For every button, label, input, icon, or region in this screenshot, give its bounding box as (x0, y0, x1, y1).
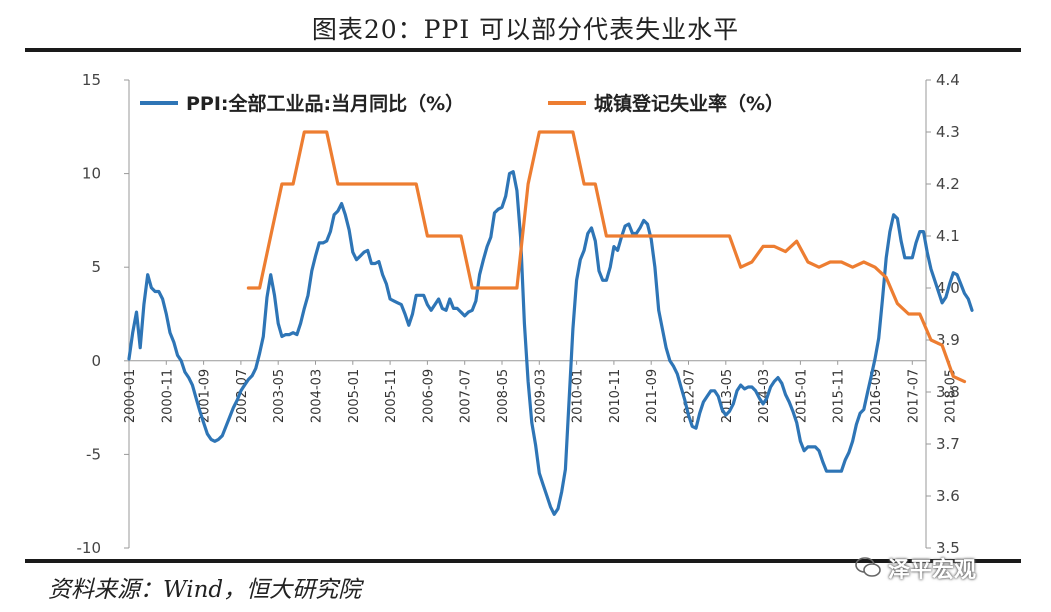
x-tick-label: 2010-11 (608, 369, 623, 423)
x-tick-label: 2015-11 (832, 369, 847, 423)
watermark-text: 泽平宏观 (888, 558, 977, 583)
legend-label-2: 城镇登记失业率（%） (594, 92, 784, 115)
x-tick-label: 2018-05 (944, 369, 959, 423)
y-left-tick-label: -5 (86, 445, 101, 463)
chart-legend: PPI:全部工业品:当月同比（%） 城镇登记失业率（%） (140, 92, 784, 115)
footer-rule (25, 559, 1021, 563)
y-left-tick-label: 15 (82, 71, 101, 89)
x-tick-label: 2008-05 (496, 369, 511, 423)
x-tick-label: 2001-09 (198, 369, 213, 423)
chart-title: 图表20：PPI 可以部分代表失业水平 (311, 15, 740, 44)
x-tick-label: 2005-11 (384, 369, 399, 423)
x-tick-label: 2003-05 (272, 369, 287, 423)
x-tick-label: 2017-07 (906, 369, 921, 423)
title-rule (25, 48, 1021, 52)
y-left-tick-label: 10 (82, 165, 101, 183)
x-tick-label: 2016-09 (869, 369, 884, 423)
x-tick-label: 2000-11 (160, 369, 175, 423)
x-tick-label: 2011-09 (645, 369, 660, 423)
y-right-tick-label: 3.9 (936, 331, 960, 349)
y-left-tick-label: 5 (91, 258, 101, 276)
chart-axes: -10-50510153.53.63.73.83.94.04.14.24.34.… (77, 71, 960, 557)
x-tick-label: 2007-07 (459, 369, 474, 423)
y-left-tick-label: -10 (77, 539, 102, 557)
y-right-tick-label: 3.5 (936, 539, 960, 557)
wechat-icon (855, 557, 881, 577)
y-right-tick-label: 3.6 (936, 487, 960, 505)
x-tick-label: 2009-03 (533, 369, 548, 423)
series-line-2 (246, 130, 967, 384)
y-right-tick-label: 4.3 (936, 123, 960, 141)
y-right-tick-label: 3.7 (936, 435, 960, 453)
y-right-tick-label: 3.8 (936, 383, 960, 401)
chart-lines (127, 130, 974, 516)
y-left-tick-label: 0 (91, 352, 101, 370)
y-right-tick-label: 4.4 (936, 71, 960, 89)
x-tick-label: 2000-01 (123, 369, 138, 423)
x-tick-label: 2004-03 (310, 369, 325, 423)
x-tick-label: 2005-01 (347, 369, 362, 423)
legend-label-1: PPI:全部工业品:当月同比（%） (186, 92, 464, 115)
x-tick-label: 2006-09 (421, 369, 436, 423)
y-right-tick-label: 4.2 (936, 175, 960, 193)
source-note: 资料来源：Wind，恒大研究院 (48, 577, 362, 603)
series-line-1 (127, 170, 974, 516)
x-tick-label: 2015-01 (794, 369, 809, 423)
y-right-tick-label: 4.1 (936, 227, 960, 245)
x-tick-label: 2014-03 (757, 369, 772, 423)
x-tick-label: 2010-01 (571, 369, 586, 423)
